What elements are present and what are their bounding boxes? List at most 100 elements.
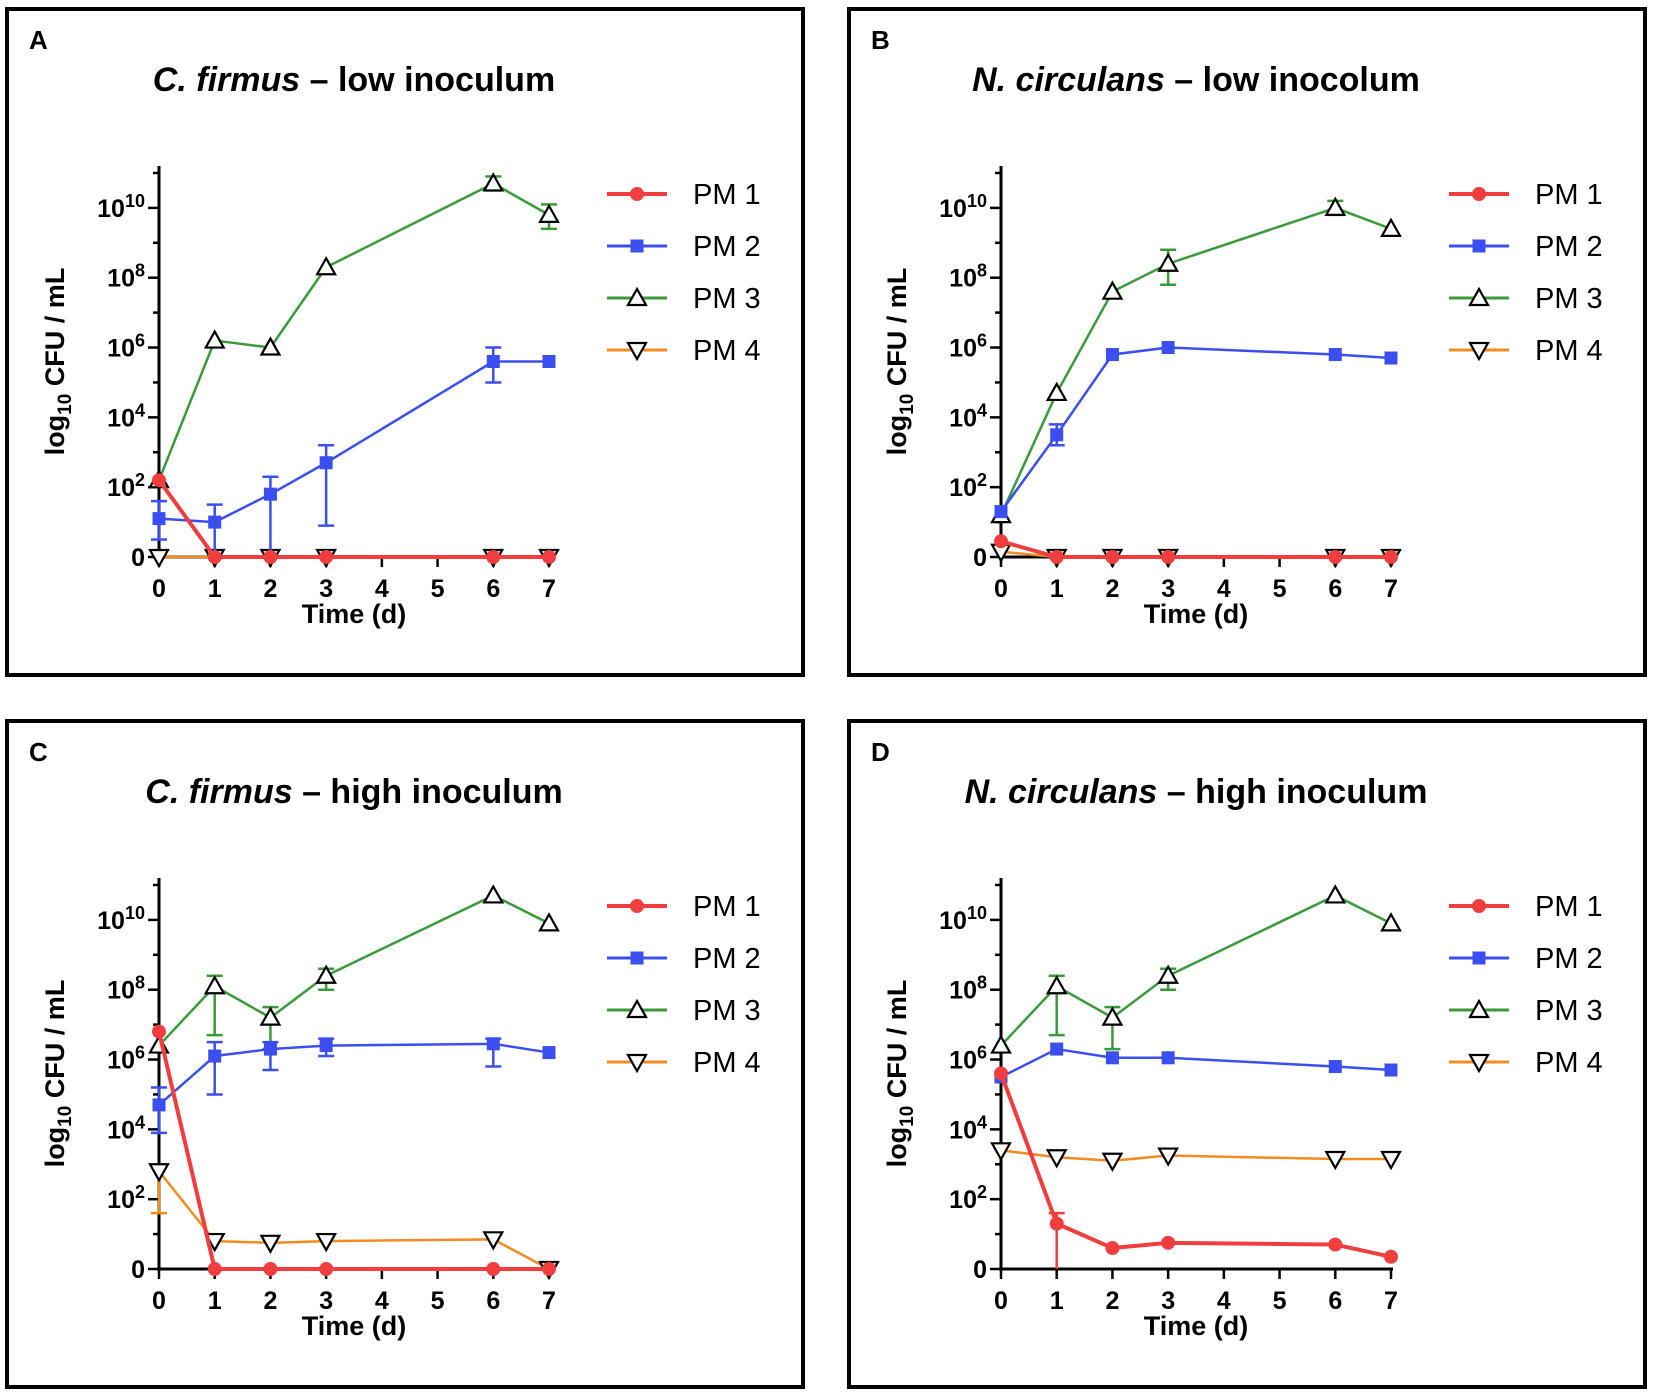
series-pm2 xyxy=(151,346,556,557)
x-tick-label: 4 xyxy=(375,1287,389,1315)
x-tick-label: 5 xyxy=(1273,575,1287,603)
data-point xyxy=(1045,974,1068,995)
x-tick-label: 1 xyxy=(208,1287,222,1315)
series-pm2 xyxy=(151,1037,556,1135)
legend-marker xyxy=(626,1053,648,1074)
data-point xyxy=(203,329,226,349)
series-line xyxy=(158,894,550,1047)
x-tick-label: 3 xyxy=(1161,1287,1175,1315)
y-tick-label: 0 xyxy=(973,544,987,572)
y-tick-label: 1010 xyxy=(939,903,987,935)
series-pm2 xyxy=(994,341,1398,519)
data-point xyxy=(542,550,556,564)
data-point xyxy=(208,1049,222,1063)
legend-label: PM 2 xyxy=(1535,231,1603,263)
panel-label: A xyxy=(29,25,48,55)
legend-label: PM 3 xyxy=(693,995,761,1027)
data-point xyxy=(990,1034,1012,1054)
x-tick-label: 2 xyxy=(1105,575,1119,603)
legend-label: PM 4 xyxy=(693,1047,761,1079)
x-tick-label: 0 xyxy=(152,575,166,603)
chart-title-italic: N. circulans xyxy=(965,773,1158,811)
legend-label: PM 4 xyxy=(693,335,761,367)
series-pm1 xyxy=(152,473,556,564)
legend-label: PM 3 xyxy=(693,283,761,315)
x-axis-label: Time (d) xyxy=(1144,1311,1249,1341)
legend-label: PM 2 xyxy=(1535,943,1603,975)
panel-label: C xyxy=(29,737,48,767)
panel-label: B xyxy=(871,25,890,55)
legend-item: PM 4 xyxy=(607,335,761,367)
data-point xyxy=(1161,341,1175,355)
data-point xyxy=(319,1262,334,1276)
series-pm3 xyxy=(990,196,1402,524)
data-point xyxy=(1384,550,1398,564)
x-tick-label: 4 xyxy=(1217,1287,1231,1315)
x-tick-label: 4 xyxy=(1217,575,1231,603)
legend-marker xyxy=(626,998,648,1019)
x-tick-label: 4 xyxy=(375,575,389,603)
x-tick-label: 7 xyxy=(1384,1287,1398,1315)
legend: PM 1 PM 2 PM 3 PM 4 xyxy=(607,179,761,367)
x-tick-label: 7 xyxy=(542,1287,556,1315)
x-tick-label: 6 xyxy=(1328,1287,1342,1315)
data-point xyxy=(1328,1060,1342,1074)
legend-label: PM 3 xyxy=(1535,283,1603,315)
data-point xyxy=(1050,428,1064,442)
y-axis-label: log10 CFU / mL xyxy=(882,268,918,456)
data-point xyxy=(259,1234,282,1255)
data-point xyxy=(148,548,170,569)
x-tick-label: 7 xyxy=(542,575,556,603)
x-tick-label: 1 xyxy=(1050,1287,1064,1315)
data-point xyxy=(1328,550,1343,564)
panel-label: D xyxy=(871,737,890,767)
legend-label: PM 1 xyxy=(1535,891,1603,923)
legend-marker xyxy=(630,239,644,253)
data-point xyxy=(486,355,500,368)
data-point xyxy=(542,1046,556,1060)
data-point xyxy=(1328,1237,1343,1252)
data-point xyxy=(1105,550,1120,564)
legend-label: PM 2 xyxy=(693,231,761,263)
data-point xyxy=(152,1024,166,1039)
series-line xyxy=(1000,1047,1392,1079)
series-line xyxy=(999,206,1392,516)
series-line xyxy=(999,1072,1392,1259)
legend-marker xyxy=(1472,899,1486,913)
legend-label: PM 2 xyxy=(693,943,761,975)
legend-item: PM 1 xyxy=(607,891,761,923)
legend-item: PM 1 xyxy=(1449,891,1603,923)
legend-item: PM 4 xyxy=(1449,335,1603,367)
legend-item: PM 2 xyxy=(1449,231,1603,263)
y-tick-label: 102 xyxy=(107,470,145,502)
data-point xyxy=(990,1142,1012,1162)
legend: PM 1 PM 2 PM 3 PM 4 xyxy=(1449,891,1603,1079)
y-tick-label: 1010 xyxy=(939,191,987,223)
data-point xyxy=(1101,1006,1124,1026)
data-point xyxy=(1045,381,1068,402)
x-tick-label: 6 xyxy=(486,1287,500,1315)
series-line xyxy=(157,182,550,481)
chart-title-rest: – low inocolum xyxy=(1165,61,1420,99)
data-point xyxy=(1161,1051,1175,1065)
chart-title: C. firmus – low inoculum xyxy=(153,61,555,99)
data-point xyxy=(486,1262,501,1276)
x-tick-label: 5 xyxy=(431,1287,445,1315)
data-point xyxy=(1161,1235,1176,1250)
series-line xyxy=(158,360,549,524)
x-tick-label: 6 xyxy=(486,575,500,603)
data-point xyxy=(994,534,1008,549)
x-tick-label: 2 xyxy=(1105,1287,1119,1315)
chart-title-italic: C. firmus xyxy=(153,61,300,99)
legend-item: PM 2 xyxy=(607,231,761,263)
legend-marker xyxy=(1472,239,1486,253)
data-point xyxy=(542,1262,556,1276)
panel-d: D N. circulans – high inoculum 0 1 2 3 4 5 6 7 0 10… xyxy=(847,719,1647,1389)
data-point xyxy=(1050,1042,1064,1056)
data-point xyxy=(1380,1150,1402,1171)
series-line xyxy=(1000,894,1392,1047)
data-point xyxy=(319,1039,333,1053)
series-line xyxy=(157,479,549,559)
data-point xyxy=(486,1037,500,1051)
series-line xyxy=(158,1042,550,1106)
